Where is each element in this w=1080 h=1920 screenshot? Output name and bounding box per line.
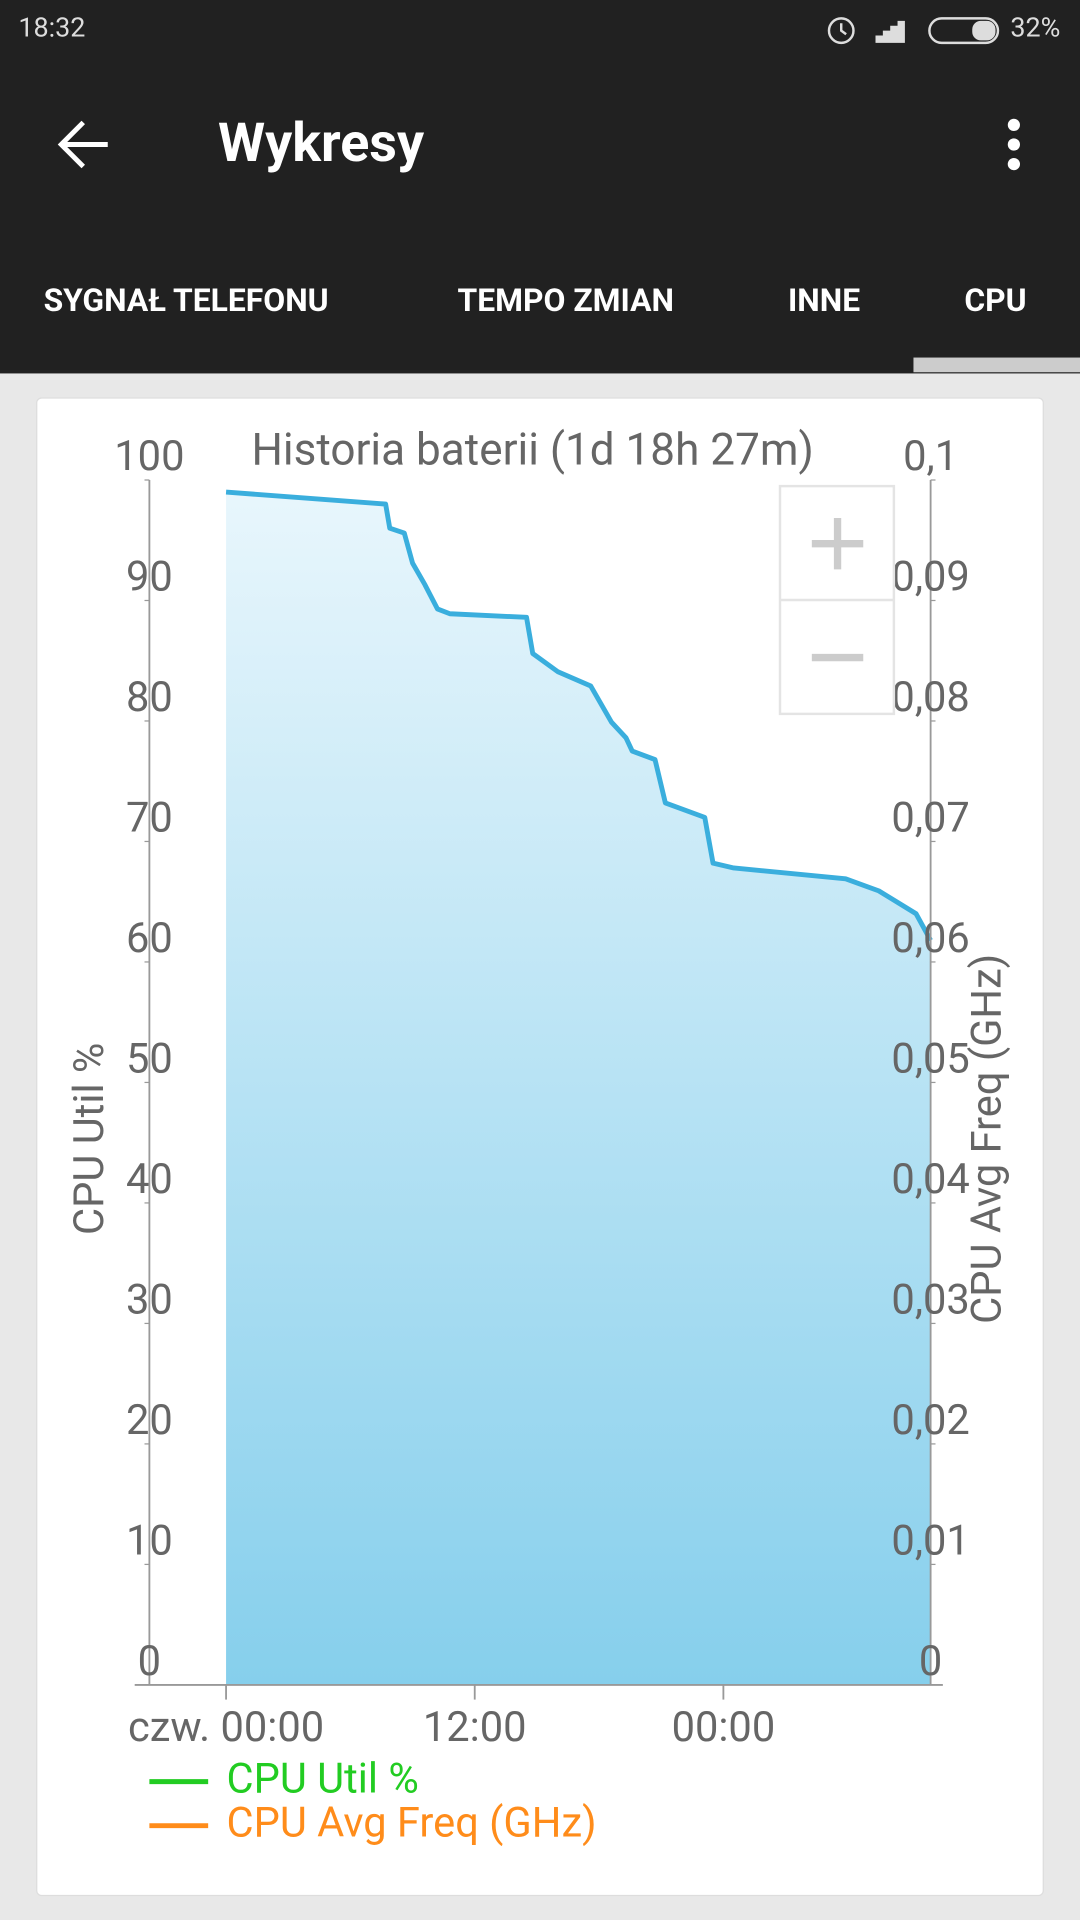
y-tick-label: 80 [126,673,173,722]
tab[interactable]: SYGNAŁ TELEFONU [44,281,329,319]
back-button[interactable] [57,120,108,169]
y-axis-label: CPU Util % [65,1043,114,1235]
x-tick-label: 00:00 [672,1703,776,1752]
y2-tick-label: 0,03 [891,1276,969,1325]
y-tick-label: 0 [138,1637,161,1686]
y-tick-label: 20 [126,1396,173,1445]
y2-tick-label: 0 [919,1637,942,1686]
status-icons [827,17,1000,45]
area-fill [226,492,931,1685]
y2-tick-label: 0,06 [891,914,969,963]
y2-tick-label: 0,02 [891,1396,969,1445]
y-tick-label: 50 [126,1035,173,1084]
tab[interactable]: CPU [964,281,1026,319]
y2-tick-label: 0,05 [891,1035,969,1084]
y2-tick-label: 0,07 [891,794,969,843]
zoom-in[interactable] [811,517,864,570]
chart: Historia baterii (1d 18h 27m) 0 10 20 30 40 50… [65,424,1012,1848]
zoom-controls [778,484,896,716]
tab[interactable]: TEMPO ZMIAN [457,281,673,319]
status-battery: 32% [1010,11,1060,43]
y2-tick-label: 0,08 [891,673,969,722]
tab-indicator [913,357,1080,373]
legend-label: CPU Avg Freq (GHz) [227,1799,597,1848]
y-tick-label: 40 [126,1155,173,1204]
x-tick-label: 12:00 [423,1703,527,1752]
tab[interactable]: INNE [788,281,860,319]
y-tick-label: 100 [114,432,184,481]
status-time: 18:32 [18,11,85,43]
y-tick-label: 60 [126,914,173,963]
y-tick-label: 70 [126,794,173,843]
y-tick-label: 30 [126,1276,173,1325]
y-tick-label: 10 [126,1517,173,1566]
y2-tick-label: 0,1 [903,432,958,481]
x-tick-label: czw. 00:00 [128,1703,324,1752]
toolbar-title: Wykresy [218,112,425,175]
y2-axis-label: CPU Avg Freq (GHz) [962,954,1011,1324]
overflow-menu[interactable] [1007,118,1020,171]
app-header [0,0,1080,374]
y2-tick-label: 0,04 [891,1155,969,1204]
y2-tick-label: 0,09 [891,553,969,602]
area-line [225,489,933,942]
chart-title: Historia baterii (1d 18h 27m) [251,424,813,476]
y-tick-label: 90 [126,553,173,602]
y2-tick-label: 0,01 [891,1517,969,1566]
legend-label: CPU Util % [227,1755,419,1804]
